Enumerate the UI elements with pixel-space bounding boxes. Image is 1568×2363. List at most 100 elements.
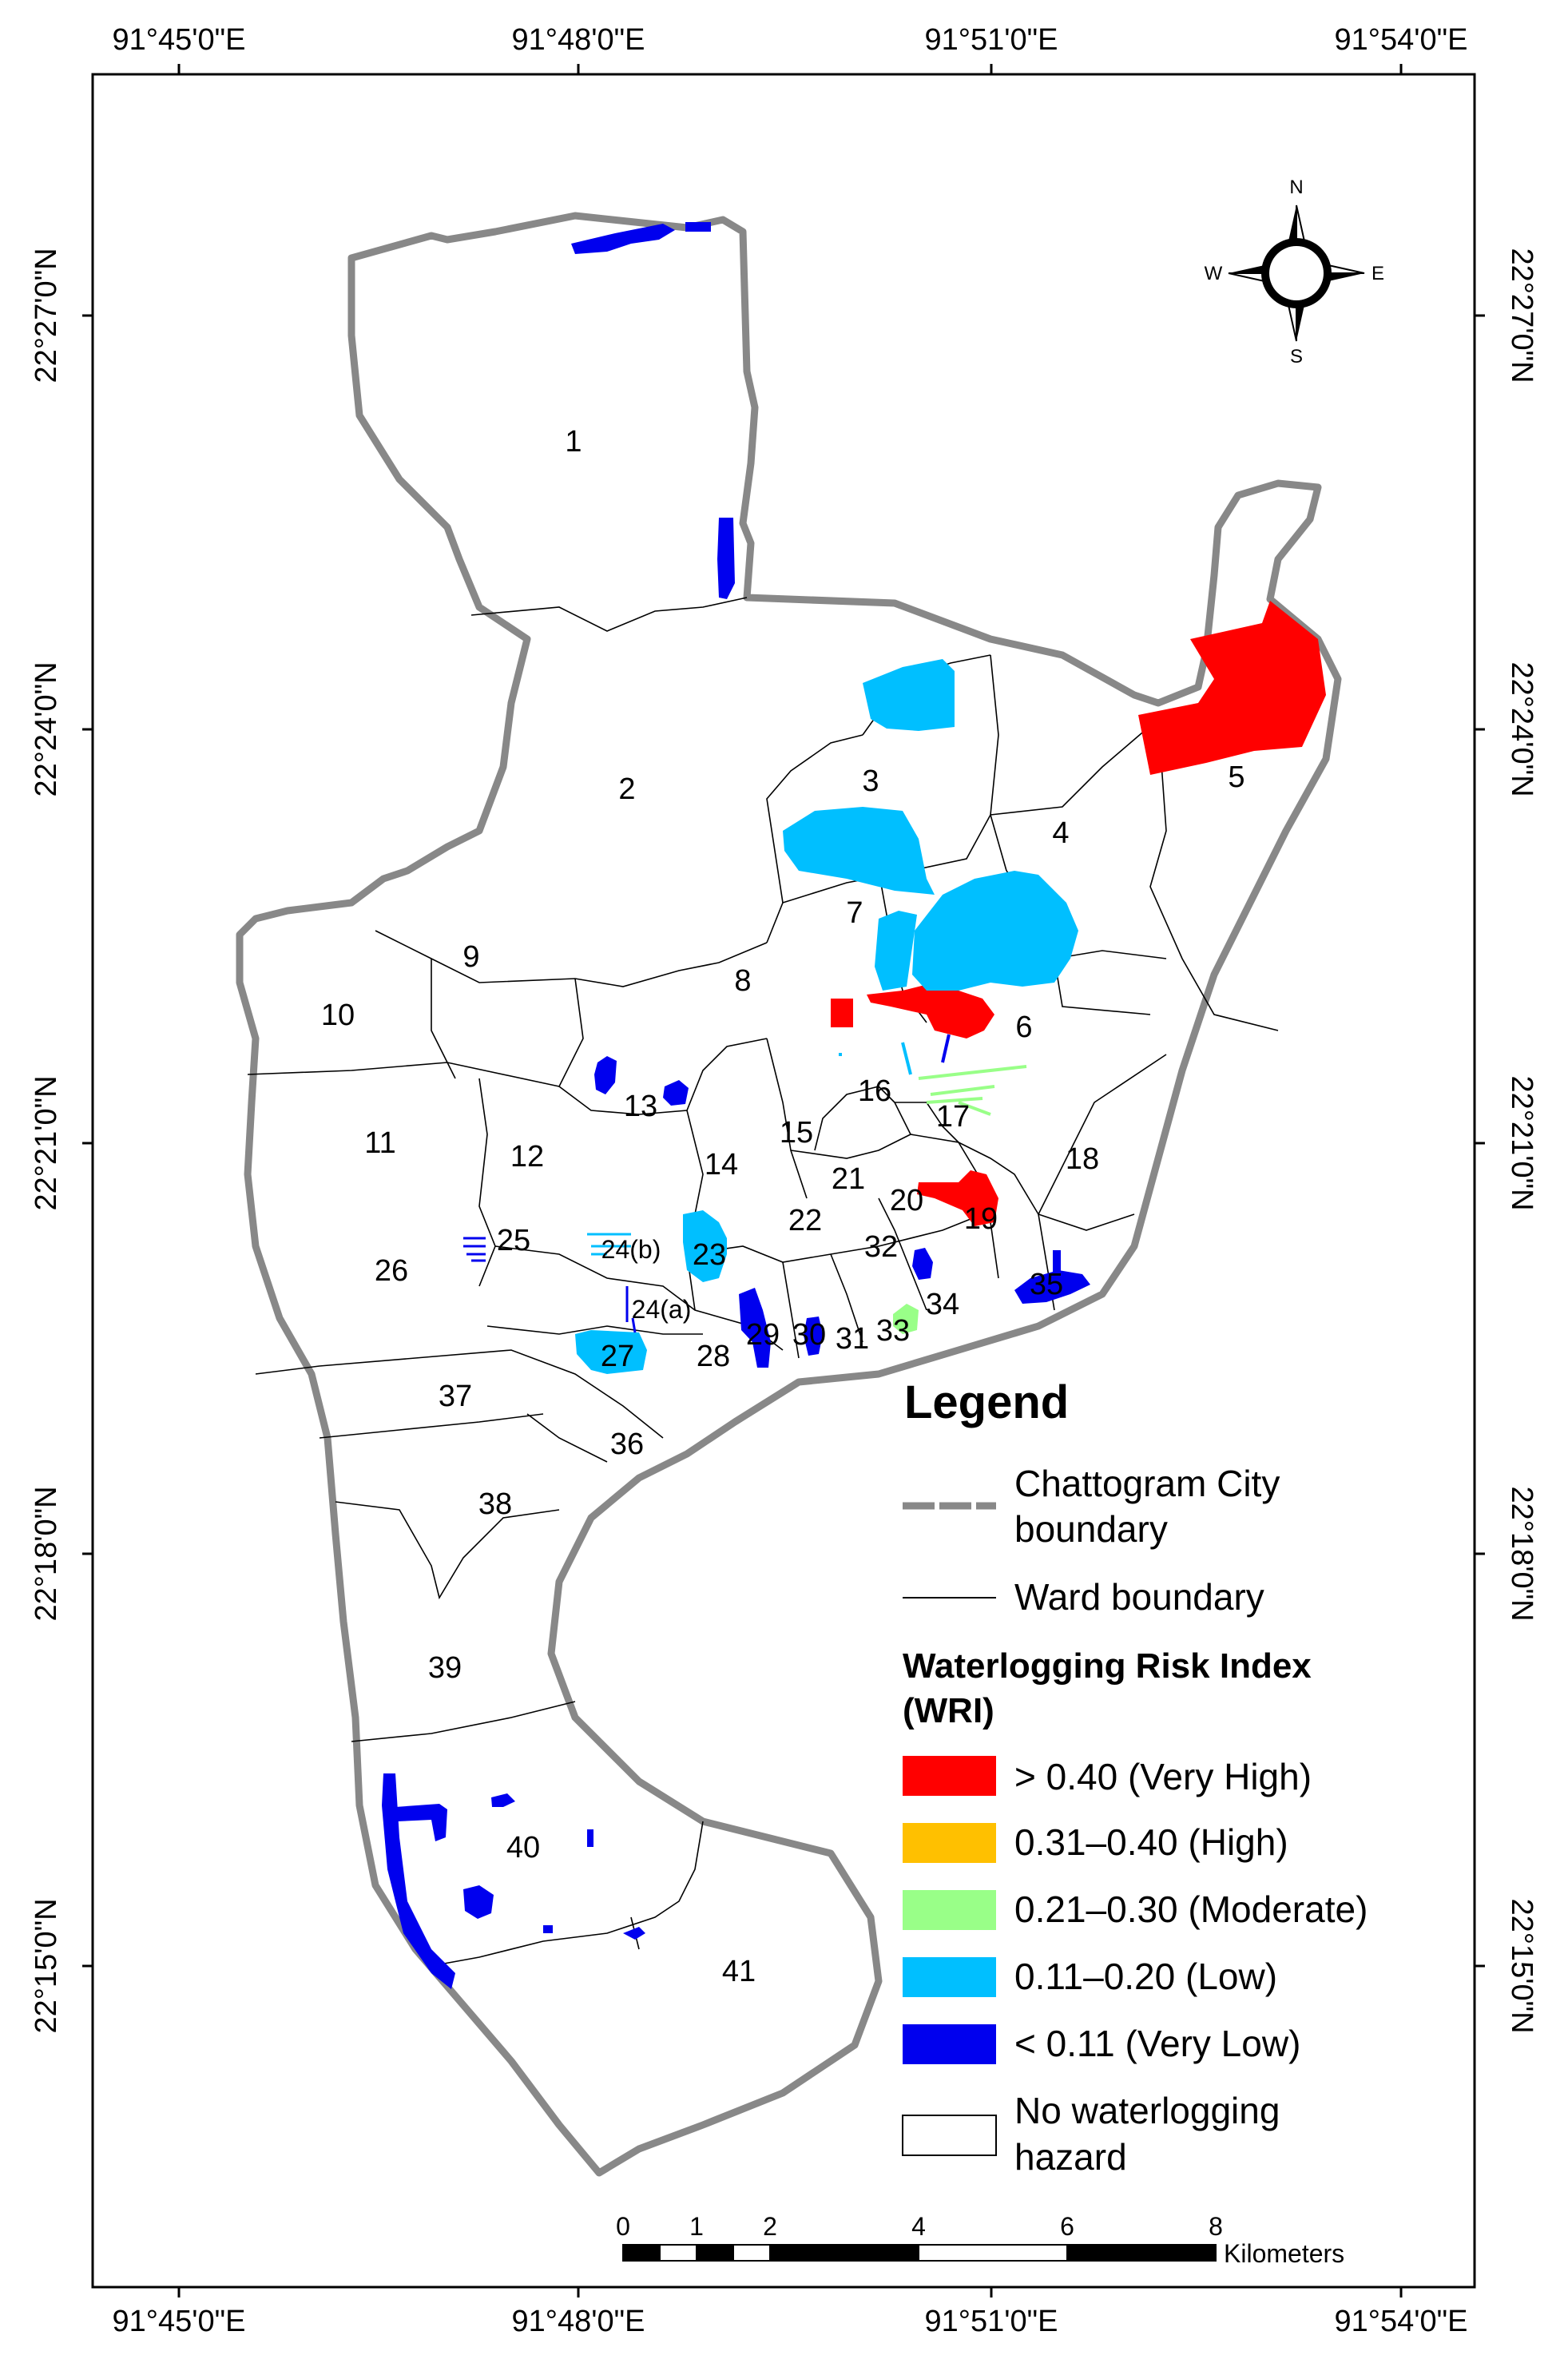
risk-area-ward-13-a [594, 1056, 617, 1094]
scale-tick-0: 0 [616, 2212, 630, 2241]
legend: Legend Chattogram City boundary Ward bou… [902, 1376, 1368, 2178]
risk-area-ward-27 [575, 1330, 647, 1374]
scale-tick-4: 4 [911, 2212, 926, 2241]
risk-area-ward-5 [1138, 601, 1326, 775]
lat-label-left-3: 22°21'0"N [30, 1075, 63, 1210]
ward-label-23: 23 [693, 1238, 726, 1272]
ward-label-4: 4 [1052, 816, 1069, 850]
ward-label-21: 21 [832, 1162, 865, 1196]
east-label: E [1372, 263, 1384, 284]
legend-title: Legend [904, 1376, 1069, 1428]
risk-area-ward-23 [683, 1210, 727, 1282]
lat-label-left-1: 22°27'0"N [30, 248, 63, 383]
risk-area-ward-3-north [863, 659, 955, 731]
lat-label-right-1: 22°27'0"N [1505, 248, 1538, 383]
ward-label-16: 16 [858, 1074, 891, 1108]
south-label: S [1290, 346, 1303, 367]
legend-low-swatch [903, 1957, 996, 1997]
risk-area-ward-25 [463, 1237, 486, 1262]
ward-label-41: 41 [722, 1955, 756, 1988]
ward-label-3: 3 [862, 764, 879, 798]
city-boundary [236, 212, 1342, 2177]
ward-label-13: 13 [624, 1090, 657, 1123]
ward-label-19: 19 [964, 1202, 998, 1236]
legend-city-boundary-label-2: boundary [1014, 1508, 1168, 1550]
ward-label-7: 7 [846, 896, 863, 930]
ward-label-29: 29 [746, 1318, 780, 1352]
map-frame [91, 73, 1476, 2289]
risk-area-ward-30 [804, 1317, 823, 1356]
ward-label-26: 26 [375, 1254, 408, 1288]
lon-label-bottom-2: 91°48'0"E [512, 2305, 645, 2338]
graticule-ticks [82, 64, 1485, 2297]
lat-label-left-4: 22°18'0"N [30, 1486, 63, 1621]
ward-label-37: 37 [439, 1380, 472, 1413]
ward-label-2: 2 [618, 772, 635, 806]
ward-label-34: 34 [926, 1288, 959, 1321]
risk-area-ward-6-drain [941, 1034, 951, 1063]
risk-area-ward-40-center [463, 1885, 494, 1919]
ward-label-14: 14 [705, 1148, 738, 1182]
legend-moderate-swatch [903, 1890, 996, 1930]
risk-area-ward-40-west-branch [395, 1804, 447, 1841]
ward-label-6: 6 [1015, 1011, 1032, 1044]
legend-high-swatch [903, 1823, 996, 1863]
north-label: N [1289, 177, 1303, 198]
risk-area-ward-40-east [587, 1829, 593, 1847]
ward-label-5: 5 [1228, 761, 1244, 794]
risk-area-ward-35-b [1053, 1250, 1061, 1274]
legend-no-hazard-label-2: hazard [1014, 2136, 1127, 2178]
legend-no-hazard-swatch [902, 2115, 997, 2156]
risk-very-low-areas [382, 222, 1090, 1989]
risk-area-ward-24b [587, 1233, 631, 1256]
ward-label-33: 33 [876, 1314, 910, 1348]
legend-very-low-label: < 0.11 (Very Low) [1014, 2023, 1300, 2064]
ward-label-17: 17 [936, 1100, 970, 1134]
west-label: W [1205, 263, 1223, 284]
scale-tick-6: 6 [1060, 2212, 1074, 2241]
ward-label-24a: 24(a) [632, 1295, 692, 1324]
ward-labels: 1 2 3 4 5 6 7 8 9 10 11 12 13 14 15 16 1… [321, 425, 1245, 1988]
ward-label-39: 39 [428, 1651, 462, 1685]
legend-ward-boundary-label: Ward boundary [1014, 1576, 1264, 1618]
ward-label-31: 31 [836, 1322, 869, 1356]
risk-area-ward-6 [867, 983, 994, 1039]
ward-label-27: 27 [601, 1340, 634, 1373]
ward-label-32: 32 [864, 1230, 898, 1264]
legend-city-boundary-label-1: Chattogram City [1014, 1463, 1280, 1504]
legend-low-label: 0.11–0.20 (Low) [1014, 1956, 1277, 1997]
legend-wri-title-1: Waterlogging Risk Index [903, 1646, 1312, 1686]
risk-area-ward-3-south [783, 807, 935, 895]
risk-area-ward-4 [912, 871, 1078, 991]
legend-high-label: 0.31–0.40 (High) [1014, 1821, 1288, 1863]
risk-area-ward-40-south [543, 1925, 553, 1933]
risk-area-ward-40-west [382, 1773, 455, 1989]
lat-label-right-3: 22°21'0"N [1505, 1075, 1538, 1210]
scale-unit: Kilometers [1224, 2239, 1344, 2268]
ward-label-1: 1 [565, 425, 582, 459]
risk-very-high-areas [831, 601, 1326, 1226]
risk-area-ward-35 [1014, 1270, 1090, 1304]
ward-label-22: 22 [788, 1204, 822, 1237]
lat-label-left-5: 22°15'0"N [30, 1898, 63, 2033]
risk-area-ward-41 [623, 1927, 645, 1940]
ward-label-8: 8 [734, 964, 751, 998]
ward-label-24b: 24(b) [601, 1235, 661, 1264]
ward-label-9: 9 [462, 940, 479, 974]
lat-label-right-4: 22°18'0"N [1505, 1486, 1538, 1621]
ward-label-11: 11 [364, 1126, 395, 1160]
ward-label-40: 40 [506, 1831, 540, 1865]
legend-very-high-swatch [903, 1756, 996, 1796]
risk-area-ward-40-north [491, 1793, 515, 1807]
lon-label-bottom-4: 91°54'0"E [1335, 2305, 1468, 2338]
ward-label-25: 25 [497, 1224, 530, 1257]
lon-label-top-1: 91°45'0"E [113, 23, 246, 57]
lon-label-top-2: 91°48'0"E [512, 23, 645, 57]
north-arrow-icon: N S E W [1205, 177, 1384, 367]
risk-area-ward-33 [893, 1304, 919, 1334]
ward-label-36: 36 [610, 1428, 644, 1461]
risk-low-areas [575, 659, 1078, 1374]
risk-area-ward-34 [912, 1248, 933, 1280]
lon-label-top-3: 91°51'0"E [925, 23, 1058, 57]
risk-area-ward-29 [739, 1288, 771, 1368]
